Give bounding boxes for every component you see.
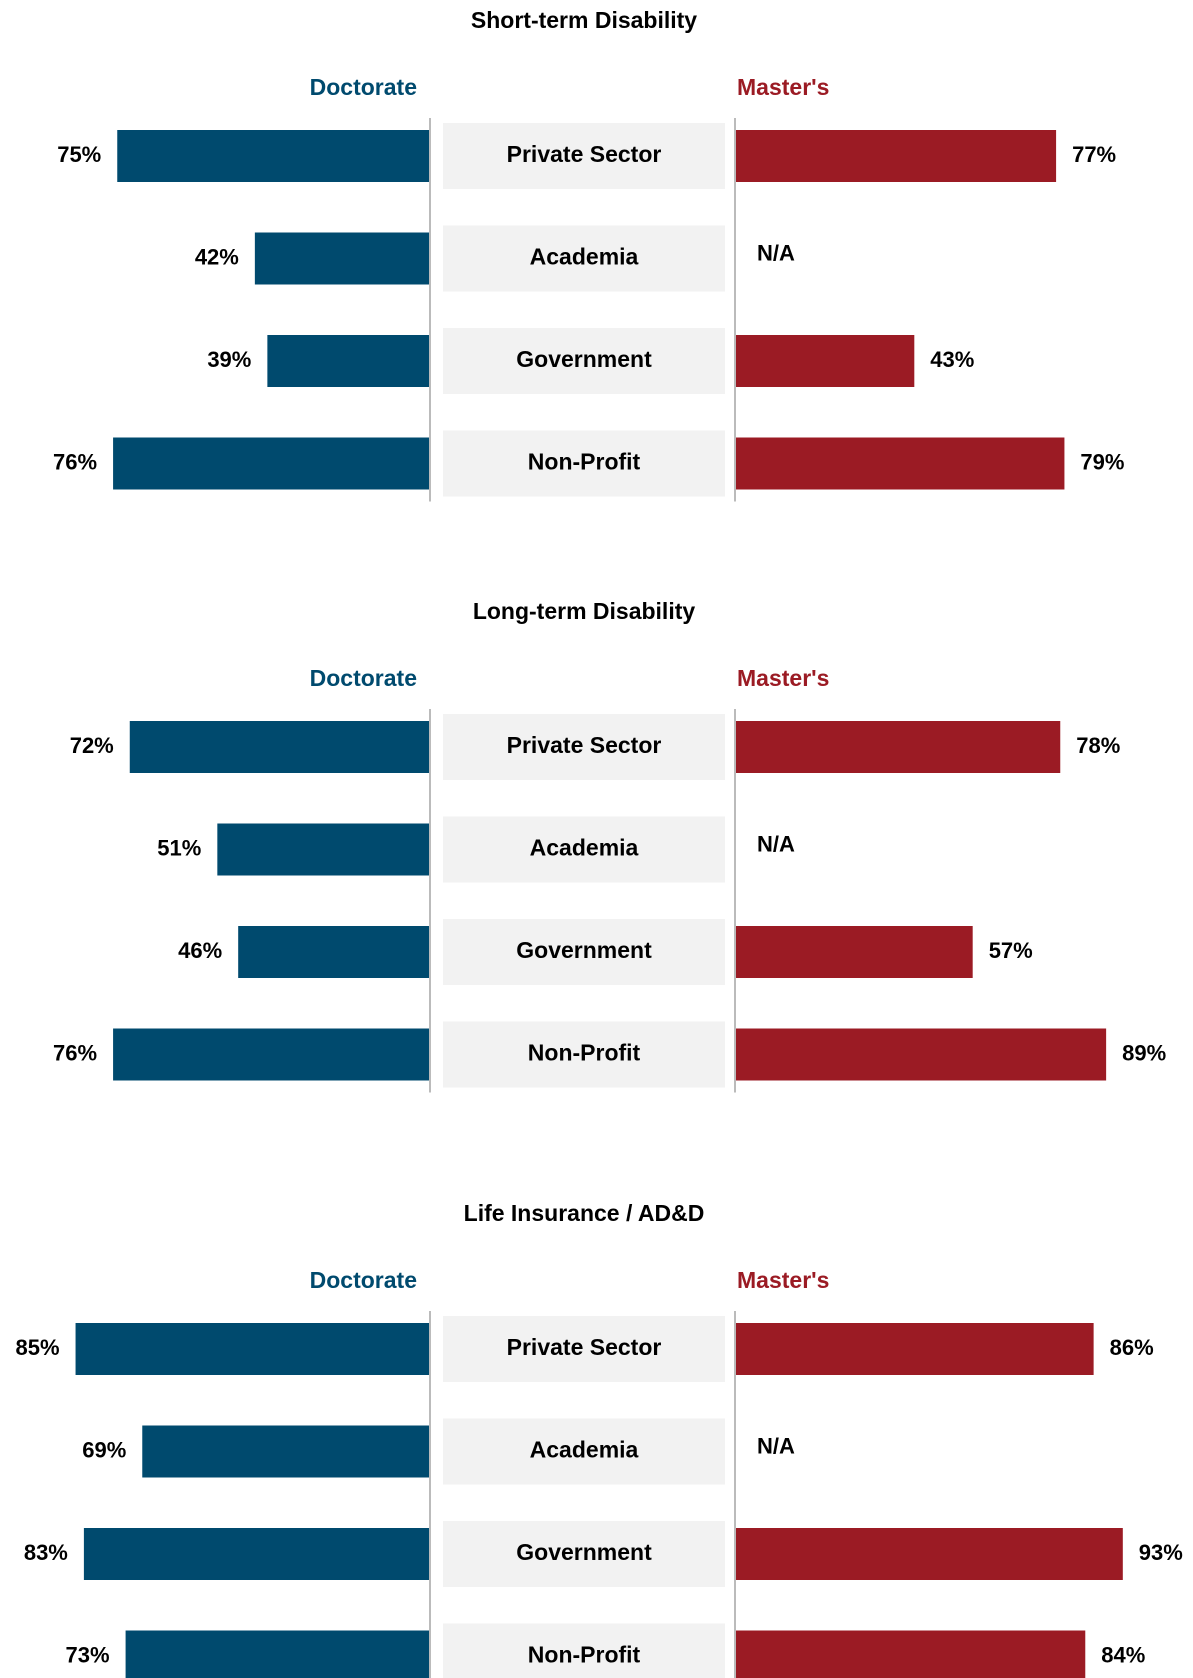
category-label: Government (516, 1539, 652, 1565)
bar (735, 1630, 1086, 1678)
value-label: 76% (53, 1040, 97, 1065)
bar (238, 926, 430, 978)
category-box (443, 816, 725, 883)
bar (142, 1425, 430, 1478)
value-label: 69% (82, 1437, 126, 1462)
bar (125, 1630, 430, 1678)
category-box (443, 1316, 725, 1382)
category-label: Government (516, 937, 652, 963)
category-label: Government (516, 346, 652, 372)
legend-label: Doctorate (310, 665, 417, 691)
value-label: 43% (930, 347, 974, 372)
bar (267, 335, 430, 387)
category-box (443, 1521, 725, 1587)
category-label: Non-Profit (528, 1642, 641, 1668)
value-label: 39% (207, 347, 251, 372)
value-label: 73% (66, 1642, 110, 1667)
bar (735, 130, 1057, 182)
value-label: 75% (57, 142, 101, 167)
value-label: 51% (157, 835, 201, 860)
category-label: Academia (530, 835, 639, 861)
bar (735, 1528, 1123, 1580)
value-label: 86% (1110, 1335, 1154, 1360)
category-box (443, 225, 725, 292)
bar (735, 926, 973, 978)
value-label: 83% (24, 1540, 68, 1565)
value-label: N/A (757, 831, 795, 856)
value-label: 46% (178, 938, 222, 963)
legend-label: Doctorate (310, 1267, 417, 1293)
bar (75, 1323, 431, 1375)
value-label: 76% (53, 449, 97, 474)
bar (254, 232, 430, 285)
category-label: Non-Profit (528, 1040, 641, 1066)
legend-label: Master's (737, 665, 829, 691)
bar (83, 1528, 430, 1580)
category-box (443, 430, 725, 497)
legend-label: Doctorate (310, 74, 417, 100)
bar (735, 437, 1065, 490)
value-label: 72% (70, 733, 114, 758)
value-label: 84% (1101, 1642, 1145, 1667)
category-box (443, 328, 725, 394)
chart-title: Life Insurance / AD&D (464, 1200, 705, 1226)
category-box (443, 123, 725, 189)
value-label: 57% (989, 938, 1033, 963)
chart-title: Long-term Disability (473, 598, 696, 624)
bar (217, 823, 430, 876)
category-label: Non-Profit (528, 449, 641, 475)
category-label: Private Sector (507, 732, 662, 758)
value-label: 79% (1080, 449, 1124, 474)
bar (113, 437, 430, 490)
category-box (443, 919, 725, 985)
bar (117, 130, 430, 182)
bar (735, 1323, 1094, 1375)
value-label: 89% (1122, 1040, 1166, 1065)
bar (113, 1028, 430, 1081)
legend-label: Master's (737, 1267, 829, 1293)
category-label: Private Sector (507, 141, 662, 167)
value-label: 85% (16, 1335, 60, 1360)
category-box (443, 1418, 725, 1485)
category-label: Academia (530, 1437, 639, 1463)
category-box (443, 1623, 725, 1678)
value-label: N/A (757, 240, 795, 265)
chart-title: Short-term Disability (471, 7, 697, 33)
bar (735, 721, 1061, 773)
legend-label: Master's (737, 74, 829, 100)
value-label: 42% (195, 244, 239, 269)
category-box (443, 714, 725, 780)
value-label: 78% (1076, 733, 1120, 758)
bar (735, 1028, 1107, 1081)
bar (735, 335, 915, 387)
value-label: 77% (1072, 142, 1116, 167)
category-label: Academia (530, 244, 639, 270)
value-label: N/A (757, 1433, 795, 1458)
category-box (443, 1021, 725, 1088)
bar (129, 721, 430, 773)
value-label: 93% (1139, 1540, 1183, 1565)
category-label: Private Sector (507, 1334, 662, 1360)
